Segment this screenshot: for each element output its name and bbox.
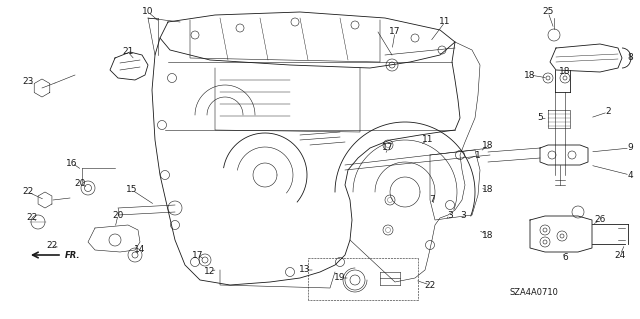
Text: 13: 13 xyxy=(300,265,311,275)
Text: 22: 22 xyxy=(46,241,58,249)
Text: 11: 11 xyxy=(439,18,451,26)
Text: 14: 14 xyxy=(134,246,146,255)
Text: 22: 22 xyxy=(22,188,34,197)
Text: 18: 18 xyxy=(524,70,536,79)
Text: 22: 22 xyxy=(26,213,38,222)
Text: 2: 2 xyxy=(605,108,611,116)
Text: 12: 12 xyxy=(204,268,216,277)
Text: 8: 8 xyxy=(627,54,633,63)
Text: 18: 18 xyxy=(559,68,571,77)
Text: 19: 19 xyxy=(334,273,346,283)
Text: 18: 18 xyxy=(483,231,493,240)
Text: 21: 21 xyxy=(122,48,134,56)
Text: 1: 1 xyxy=(475,151,481,160)
Text: 22: 22 xyxy=(424,280,436,290)
Text: 15: 15 xyxy=(126,186,138,195)
Text: 3: 3 xyxy=(460,211,466,219)
Text: 24: 24 xyxy=(614,250,626,259)
Text: 16: 16 xyxy=(67,159,77,167)
Text: 25: 25 xyxy=(542,8,554,17)
Text: 17: 17 xyxy=(389,27,401,36)
Text: FR.: FR. xyxy=(65,250,81,259)
Text: 3: 3 xyxy=(447,211,453,219)
Text: 18: 18 xyxy=(483,186,493,195)
Text: 6: 6 xyxy=(562,254,568,263)
Text: 20: 20 xyxy=(74,179,86,188)
Text: 18: 18 xyxy=(483,140,493,150)
Text: 7: 7 xyxy=(429,196,435,204)
Text: 20: 20 xyxy=(112,211,124,219)
Text: 10: 10 xyxy=(142,8,154,17)
Text: 23: 23 xyxy=(22,78,34,86)
Text: 26: 26 xyxy=(595,216,605,225)
Text: 5: 5 xyxy=(537,114,543,122)
Text: 17: 17 xyxy=(192,250,204,259)
Text: 17: 17 xyxy=(382,144,394,152)
Text: 4: 4 xyxy=(627,170,633,180)
Text: 9: 9 xyxy=(627,144,633,152)
Text: SZA4A0710: SZA4A0710 xyxy=(510,288,559,297)
Text: 11: 11 xyxy=(422,136,434,145)
